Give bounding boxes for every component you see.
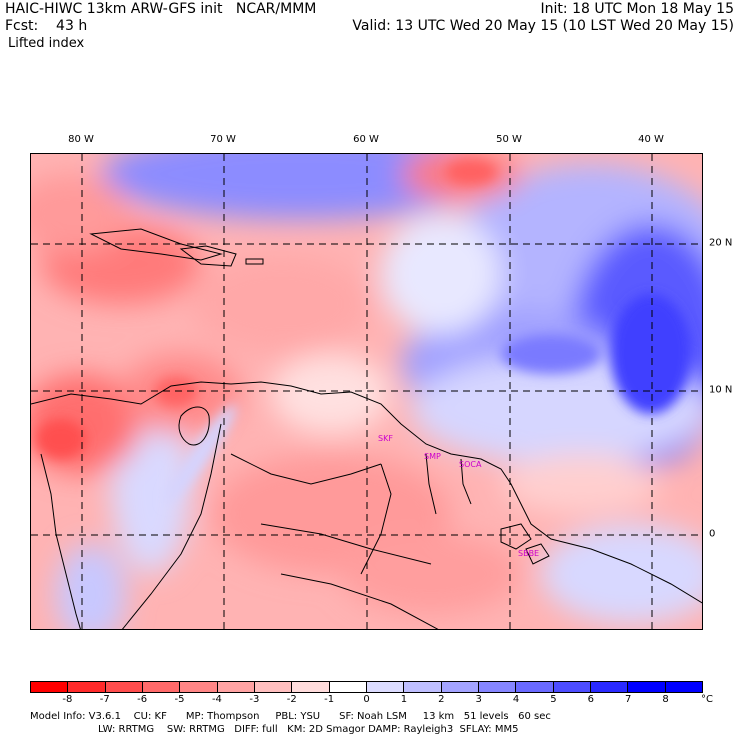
lifted-index-map: SKF SMP SOCA SBBE	[30, 153, 703, 630]
colorbar-tick-label: 7	[625, 694, 632, 705]
colorbar-swatch	[329, 682, 367, 692]
lon-label-50w: 50 W	[496, 134, 522, 145]
colorbar-tick-label: 2	[438, 694, 445, 705]
forecast-hour: Fcst: 43 h	[5, 18, 88, 34]
colorbar-tick-label: -2	[286, 694, 297, 705]
colorbar-swatch	[590, 682, 629, 692]
colorbar-tick-label: -5	[174, 694, 185, 705]
colorbar-swatch	[292, 682, 330, 692]
lon-label-40w: 40 W	[638, 134, 664, 145]
colorbar-swatch	[665, 682, 702, 692]
station-label-skf: SKF	[378, 434, 393, 443]
colorbar-swatch	[441, 682, 479, 692]
lat-lon-grid	[31, 154, 702, 629]
lon-label-70w: 70 W	[210, 134, 236, 145]
colorbar-tick-label: -7	[99, 694, 110, 705]
colorbar-unit: °C	[701, 694, 713, 705]
colorbar-swatch	[105, 682, 143, 692]
station-label-sbbe: SBBE	[518, 549, 540, 558]
colorbar-tick-label: -4	[211, 694, 222, 705]
station-label-smp: SMP	[424, 452, 441, 461]
colorbar	[30, 681, 703, 693]
coastlines	[31, 228, 702, 629]
colorbar-swatch	[254, 682, 293, 692]
lon-label-80w: 80 W	[68, 134, 94, 145]
station-label-soca: SOCA	[459, 460, 482, 469]
colorbar-swatch	[180, 682, 218, 692]
colorbar-swatch	[553, 682, 591, 692]
colorbar-tick-label: -8	[62, 694, 73, 705]
model-title: HAIC-HIWC 13km ARW-GFS init NCAR/MMM	[5, 1, 317, 17]
colorbar-tick-label: 5	[550, 694, 557, 705]
field-shading	[31, 154, 702, 629]
colorbar-swatch	[366, 682, 405, 692]
colorbar-tick-label: 4	[512, 694, 520, 705]
lat-label-10n: 10 N	[709, 384, 733, 396]
init-time: Init: 18 UTC Mon 18 May 15	[540, 1, 734, 17]
colorbar-swatch	[404, 682, 442, 692]
lon-label-60w: 60 W	[353, 134, 379, 145]
colorbar-swatch	[516, 682, 554, 692]
map-canvas	[31, 154, 702, 629]
colorbar-swatch	[31, 682, 69, 692]
colorbar-swatch	[217, 682, 255, 692]
field-name: Lifted index	[8, 36, 85, 51]
colorbar-swatch	[68, 682, 106, 692]
colorbar-tick-label: 8	[662, 694, 669, 705]
valid-time: Valid: 13 UTC Wed 20 May 15 (10 LST Wed …	[352, 18, 734, 34]
colorbar-tick-label: -6	[137, 694, 148, 705]
model-info-line1: Model Info: V3.6.1 CU: KF MP: Thompson P…	[30, 711, 551, 722]
colorbar-tick-label: 6	[587, 694, 595, 705]
colorbar-tick-label: 1	[400, 694, 408, 705]
colorbar-tick-label: -1	[324, 694, 335, 705]
colorbar-swatch	[628, 682, 666, 692]
lat-label-0: 0	[709, 528, 716, 540]
field-detail	[36, 160, 691, 504]
colorbar-tick-label: 0	[363, 694, 370, 705]
model-info-line2: LW: RRTMG SW: RRTMG DIFF: full KM: 2D Sm…	[98, 724, 519, 735]
lat-label-20n: 20 N	[709, 237, 733, 249]
colorbar-tick-label: 3	[475, 694, 482, 705]
colorbar-tick-label: -3	[249, 694, 260, 705]
colorbar-swatch	[142, 682, 181, 692]
colorbar-swatch	[478, 682, 517, 692]
